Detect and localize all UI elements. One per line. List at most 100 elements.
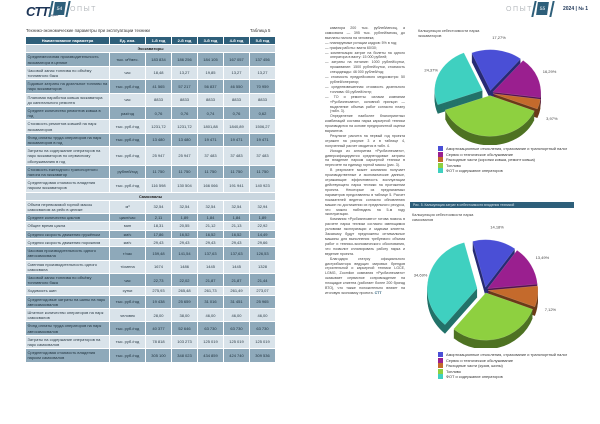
year-value: 126,53 — [249, 246, 276, 261]
table-row: Ходимость шин сутки 275,93 265,48 261,73 261,… — [25, 286, 276, 296]
year-value: 137,63 — [197, 246, 224, 261]
year-value: 125 019 — [197, 334, 224, 350]
paragraph-text: Благодаря статусу официального дистрибью… — [325, 256, 405, 295]
year-value: 1,84 — [197, 213, 224, 223]
year-value: 63 730 — [223, 321, 250, 336]
parameter-name: Штатное количество операторов на парк са… — [25, 307, 110, 323]
section-title-right: ОПЫТ — [506, 6, 533, 13]
pie-slice — [492, 60, 541, 98]
year-value: 46,00 — [223, 307, 250, 323]
year-value: 18,31 — [145, 221, 172, 231]
year-value: 434 859 — [197, 348, 224, 363]
unit: тыс. м³/мес. — [109, 52, 146, 67]
paragraph: Благодаря статусу официального дистрибью… — [325, 257, 405, 296]
year-value: 125 019 — [249, 334, 276, 350]
unit: цикл/час — [109, 213, 146, 223]
legend-swatch — [438, 352, 443, 358]
parameter-name: Среднемесячная производительность экскав… — [25, 52, 110, 67]
unit: тыс. руб./год — [109, 321, 146, 336]
legend-item: Амортизационные отчисления, страхование … — [438, 352, 578, 358]
year-value: 22,73 — [145, 272, 172, 288]
year-value: 13,27 — [171, 65, 198, 81]
unit: мин — [109, 221, 146, 231]
year-value: 16,52 — [171, 229, 198, 239]
pie-slice — [427, 242, 478, 325]
year-value: 1,84 — [223, 213, 250, 223]
year-value: 70 959 — [249, 79, 276, 94]
year-value: 32,94 — [249, 199, 276, 215]
pie-chart-excavators: 17,27%16,29%3,97%38,10%24,37% — [424, 35, 558, 145]
year-value: 273,07 — [249, 286, 276, 296]
year-value: 0,76 — [223, 106, 250, 121]
paragraph-text: — планируемые ротации кадров: 5% в год; — [325, 40, 397, 45]
year-value: 1445 — [197, 259, 224, 274]
year-value: 191 941 — [223, 178, 250, 193]
unit: км/ч — [109, 237, 146, 248]
year-value: 1445 — [223, 259, 250, 274]
table-row: Среднее количество ремонтов ковша в год р… — [25, 106, 276, 121]
table-row: Сменная производительность одного самосв… — [25, 259, 276, 274]
paragraph: — затраты на питание: 1000 рублей/сутки,… — [325, 60, 405, 75]
legend-swatch — [438, 357, 443, 363]
year-value: 19 471 — [197, 132, 224, 148]
section-name: Самосвалы — [25, 191, 276, 201]
paragraph-text: Определение наиболее благоприятных комби… — [325, 114, 405, 134]
year-value: 29,43 — [197, 237, 224, 248]
year-value: 46,00 — [249, 307, 276, 323]
parameter-name: Средняя скорость движения гружёным — [25, 229, 110, 239]
legend-label: Сервис и техническое обслуживание — [446, 357, 514, 363]
chart-legend-dump-trucks: Амортизационные отчисления, страхование … — [438, 352, 578, 380]
parameter-name: Сменная производительность одного самосв… — [25, 259, 110, 274]
paragraph-text: — график работы: вахта 60/30; — [325, 45, 377, 50]
year-value: 141,54 — [171, 246, 198, 261]
year-value: 22,92 — [249, 221, 276, 231]
year-value: 261,73 — [197, 286, 224, 296]
parameter-name: Фонд оплаты труда операторов на парк авт… — [25, 321, 110, 336]
legend-item: Сервис и техническое обслуживание — [438, 358, 578, 364]
year-value: 2,11 — [145, 213, 172, 223]
parameter-name: Среднегодовая стоимость владения парком … — [25, 348, 110, 363]
year-value: 41 565 — [145, 79, 172, 94]
year-value: 1231,72 — [145, 119, 172, 134]
year-value: 130 504 — [171, 178, 198, 193]
paragraph-text: Исходя из алгоритма «Русбизнесавто», див… — [325, 148, 405, 168]
unit: час — [109, 65, 146, 81]
year-value: 8833 — [197, 92, 224, 108]
year-value: 261,49 — [223, 286, 250, 296]
section-name: Экскаваторы — [25, 44, 276, 54]
year-value: 11 750 — [249, 164, 276, 180]
legend-label: Расходные части (коронки ковша, ремонт к… — [446, 157, 535, 162]
paragraph: Определение наиболее благоприятных комби… — [325, 114, 405, 134]
year-value: 14,49 — [249, 229, 276, 239]
table-row: Стоимость ремонтов ковшей на парк экскав… — [25, 119, 276, 134]
chart-title-dump-trucks: Калькуляция себестоимости парка самосвал… — [412, 213, 474, 222]
year-value: 137 456 — [249, 52, 276, 67]
year-value: 1486 — [171, 259, 198, 274]
year-value: 31 451 — [223, 294, 250, 309]
pie-slice — [487, 249, 538, 289]
year-value: 11 750 — [223, 164, 250, 180]
legend-item: Топливо — [438, 369, 578, 375]
parameter-name: Средняя скорость движения порожним — [25, 237, 110, 248]
legend-swatch — [438, 368, 443, 374]
table-section-row: Самосвалы — [25, 191, 276, 201]
legend-swatch — [438, 162, 443, 168]
year-value: 56 837 — [197, 79, 224, 94]
column-header: Наименование параметра — [25, 35, 110, 46]
parameter-name: Часовая производительность одного автоса… — [25, 246, 110, 261]
unit: тыс. руб./год — [109, 146, 146, 166]
paragraph-text: — средневзвешенная стоимость дизельного … — [325, 84, 405, 94]
year-value: 140 923 — [249, 178, 276, 193]
year-value: 28,00 — [145, 307, 172, 323]
year-value: 38,00 — [171, 307, 198, 323]
year-value: 20,55 — [171, 221, 198, 231]
year-value: 25 947 — [145, 146, 172, 166]
year-value: 8833 — [223, 92, 250, 108]
legend-label: Расходные части (кузов, шины) — [446, 363, 503, 368]
pie-value-label: 34,69% — [414, 272, 428, 277]
paragraph: каватора 200 тыс. рублей/месяц, а самосв… — [325, 26, 405, 41]
legend-label: Топливо — [446, 162, 461, 168]
paragraph-text: — компенсация затрат на билеты на одного… — [325, 50, 405, 60]
legend-item: Расходные части (коронки ковша, ремонт к… — [438, 157, 578, 163]
unit: тыс. руб./год — [109, 178, 146, 193]
